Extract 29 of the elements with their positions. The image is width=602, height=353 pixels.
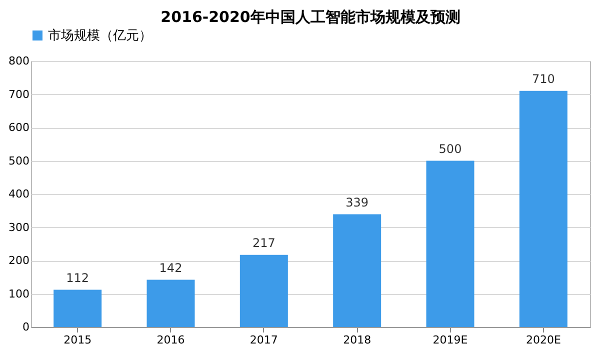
- y-tick-label: 100: [8, 287, 30, 300]
- y-tick-label: 600: [8, 121, 30, 134]
- y-tick-label: 800: [8, 54, 30, 68]
- x-tick-label: 2017: [250, 334, 278, 346]
- y-tick-label: 0: [22, 320, 30, 334]
- x-tick-label: 2020E: [526, 334, 561, 346]
- y-tick-label: 700: [8, 88, 30, 101]
- bar: [426, 160, 474, 327]
- bar: [146, 280, 195, 327]
- bar: [519, 90, 568, 327]
- data-label: 112: [66, 270, 90, 285]
- bar: [54, 290, 102, 327]
- data-label: 500: [438, 142, 462, 156]
- data-label: 339: [346, 195, 369, 210]
- y-tick-label: 400: [8, 188, 30, 200]
- x-tick-label: 2016: [156, 334, 185, 346]
- legend-label: 市场规模（亿元）: [48, 28, 152, 44]
- data-label: 217: [252, 236, 276, 250]
- x-tick-label: 2018: [343, 334, 372, 346]
- y-tick-label: 500: [8, 154, 30, 168]
- bar: [240, 254, 288, 327]
- y-tick-label: 200: [8, 254, 30, 267]
- x-tick-label: 2015: [64, 334, 92, 346]
- data-label: 710: [532, 72, 555, 86]
- data-label: 142: [159, 260, 182, 275]
- y-tick-label: 300: [8, 220, 30, 234]
- chart-title: 2016-2020年中国人工智能市场规模及预测: [160, 8, 460, 26]
- x-tick-label: 2019E: [432, 334, 468, 346]
- bar: [333, 214, 382, 327]
